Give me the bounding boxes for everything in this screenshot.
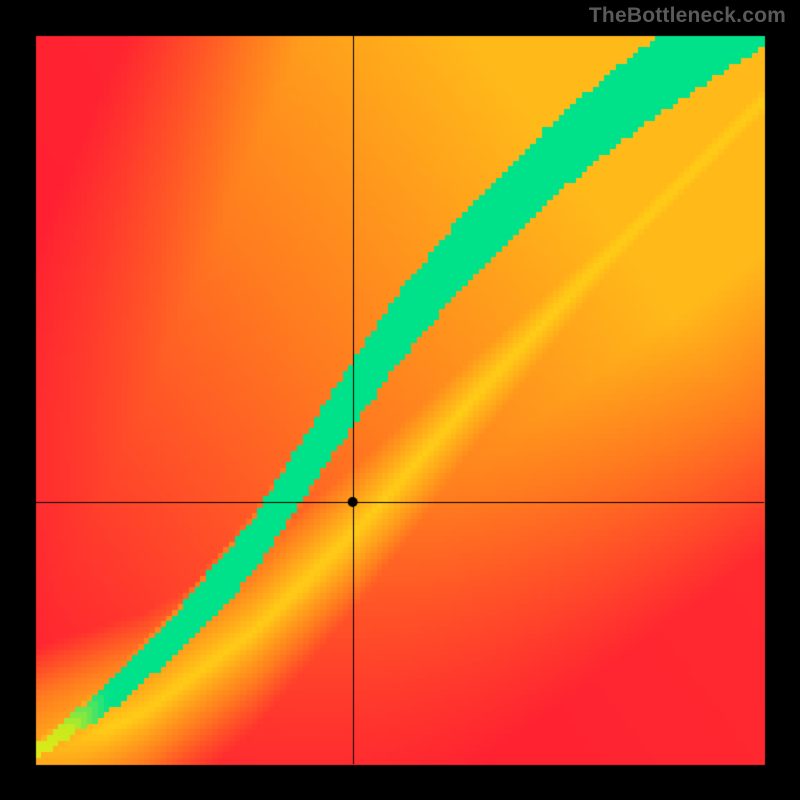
chart-container: { "source": { "watermark_text": "TheBott… [0, 0, 800, 800]
bottleneck-heatmap [0, 0, 800, 800]
watermark-text: TheBottleneck.com [589, 4, 786, 28]
